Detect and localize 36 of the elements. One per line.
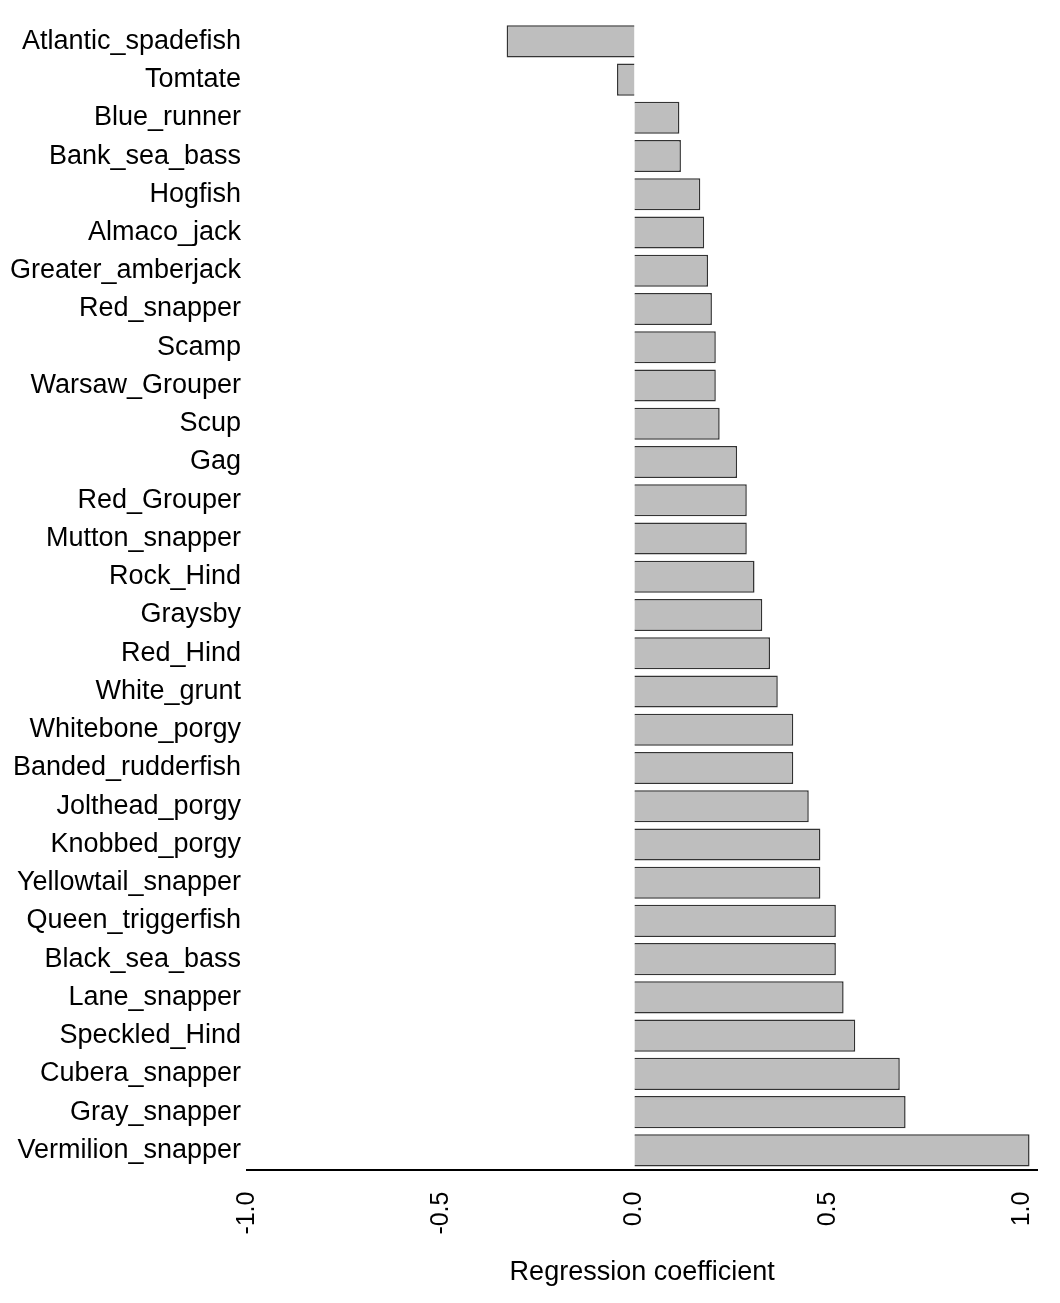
y-tick-label: Queen_triggerfish bbox=[26, 904, 242, 935]
y-tick-label: Rock_Hind bbox=[109, 560, 242, 591]
x-tick-label: 1.0 bbox=[1005, 1191, 1034, 1227]
y-tick-label: Gag bbox=[190, 445, 242, 476]
y-tick-label: Warsaw_Grouper bbox=[30, 368, 242, 399]
y-tick-label: Lane_snapper bbox=[68, 980, 242, 1011]
y-tick-label: Graysby bbox=[140, 598, 242, 629]
y-tick-label: Almaco_jack bbox=[88, 216, 242, 246]
y-tick-label: Greater_amberjack bbox=[9, 254, 242, 285]
x-axis-title: Regression coefficient bbox=[509, 1256, 776, 1287]
y-tick-label: Scamp bbox=[157, 330, 242, 361]
y-tick-label: Red_Grouper bbox=[77, 483, 242, 514]
y-tick-label: Banded_rudderfish bbox=[12, 751, 242, 782]
x-tick-label: -1.0 bbox=[230, 1191, 259, 1235]
y-tick-label: Mutton_snapper bbox=[45, 521, 242, 552]
y-tick-label: Blue_runner bbox=[93, 101, 242, 132]
y-tick-label: Red_Hind bbox=[121, 636, 242, 667]
y-tick-label: White_grunt bbox=[95, 674, 242, 705]
y-tick-label: Hogfish bbox=[149, 177, 242, 208]
x-tick-label: -0.5 bbox=[424, 1191, 453, 1235]
x-tick-label: 0.5 bbox=[812, 1191, 841, 1227]
y-tick-label: Tomtate bbox=[145, 63, 242, 94]
y-tick-label: Knobbed_porgy bbox=[50, 827, 242, 858]
y-tick-label: Yellowtail_snapper bbox=[16, 866, 242, 897]
y-tick-label: Vermilion_snapper bbox=[17, 1133, 242, 1164]
y-tick-label: Atlantic_spadefish bbox=[21, 24, 242, 55]
y-tick-label: Gray_snapper bbox=[69, 1095, 242, 1126]
y-tick-label: Red_snapper bbox=[78, 292, 242, 323]
y-tick-label: Black_sea_bass bbox=[44, 942, 242, 973]
y-tick-label: Jolthead_porgy bbox=[56, 789, 242, 820]
y-tick-label: Speckled_Hind bbox=[59, 1019, 242, 1050]
y-tick-label: Cubera_snapper bbox=[39, 1057, 242, 1088]
x-tick-label: 0.0 bbox=[618, 1191, 647, 1227]
y-tick-label: Scup bbox=[179, 407, 242, 438]
y-tick-label: Whitebone_porgy bbox=[29, 713, 242, 744]
y-tick-label: Bank_sea_bass bbox=[48, 139, 242, 170]
